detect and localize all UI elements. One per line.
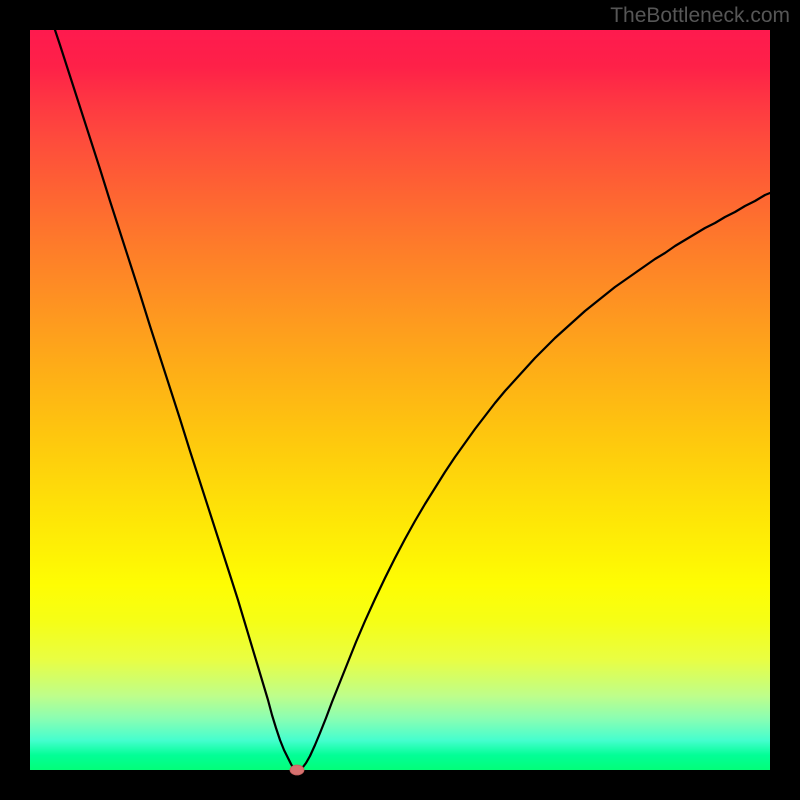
plot-background [30,30,770,770]
optimum-marker [290,765,304,775]
chart-container: TheBottleneck.com [0,0,800,800]
bottleneck-chart [0,0,800,800]
